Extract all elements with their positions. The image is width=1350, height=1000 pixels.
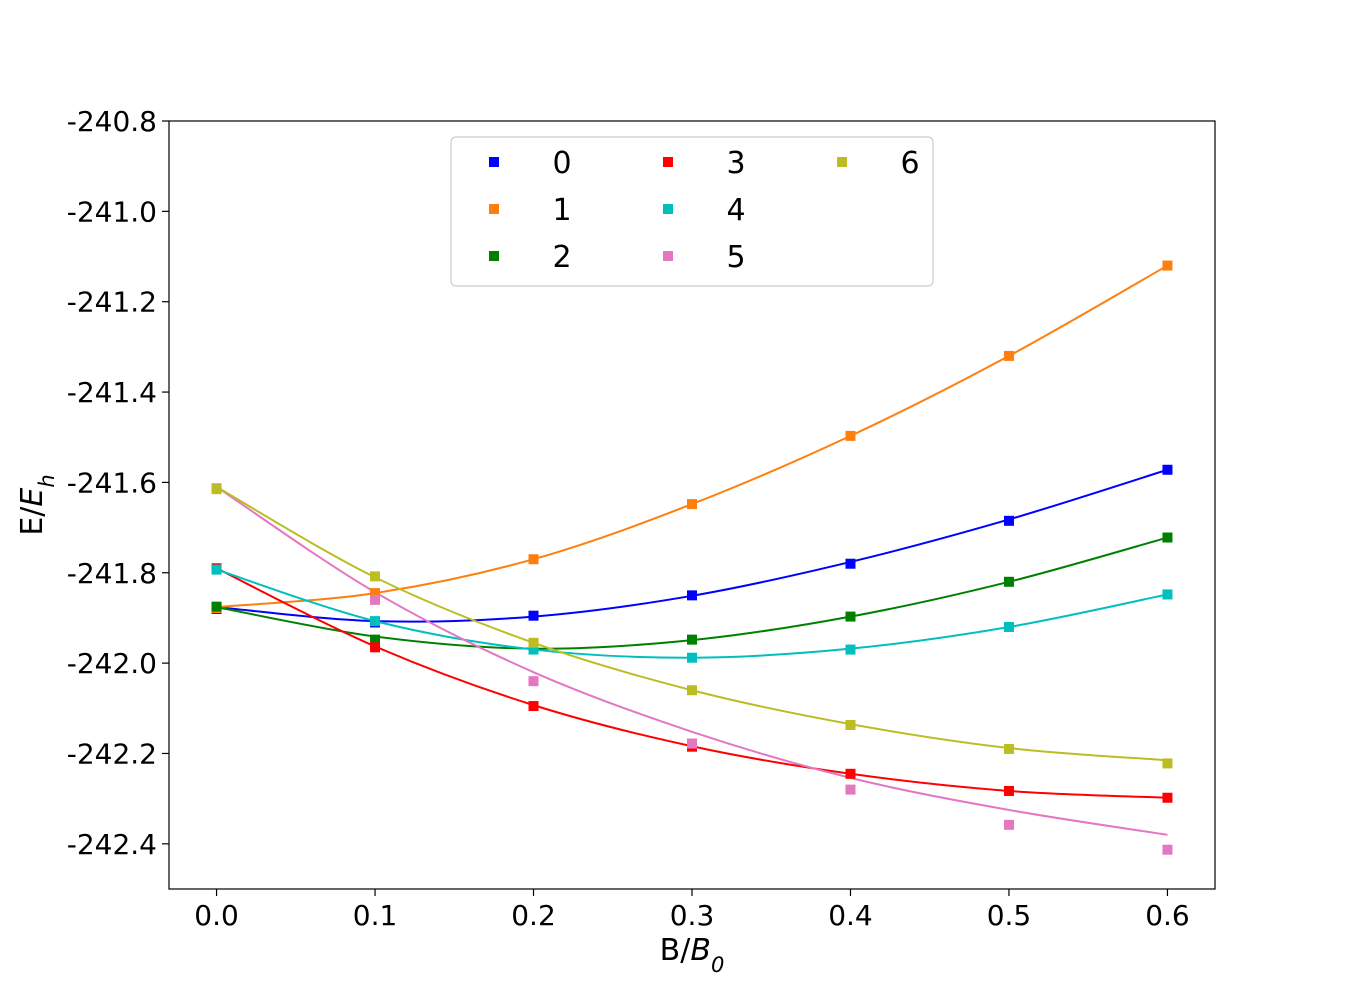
x-tick-label: 0.2: [511, 899, 556, 932]
y-tick-label: -240.8: [67, 105, 157, 138]
legend-marker-series-2: [489, 251, 499, 261]
legend-marker-series-4: [663, 204, 673, 214]
legend-label-series-3: 3: [726, 146, 745, 181]
marker-series-2: [1162, 532, 1173, 543]
marker-series-3: [845, 768, 856, 779]
fit-line-series-3: [216, 567, 1168, 799]
y-tick-label: -242.0: [67, 647, 157, 680]
legend-box: [450, 136, 934, 287]
y-tick-label: -241.6: [67, 466, 157, 499]
y-tick-label: -241.4: [67, 376, 157, 409]
marker-series-1: [1003, 350, 1014, 361]
marker-series-4: [1003, 621, 1014, 632]
marker-series-3: [528, 701, 539, 712]
marker-series-6: [211, 484, 222, 495]
x-tick-label: 0.4: [828, 899, 873, 932]
marker-series-5: [687, 738, 697, 749]
x-tick-label: 0.5: [987, 899, 1032, 932]
marker-series-1: [1162, 260, 1173, 271]
marker-series-2: [211, 601, 222, 612]
legend-marker-series-5: [663, 251, 673, 261]
legend-label-series-2: 2: [552, 240, 571, 275]
marker-series-4: [370, 616, 381, 627]
legend-marker-series-3: [663, 157, 673, 167]
marker-series-3: [1003, 785, 1014, 796]
legend-label-series-5: 5: [726, 240, 745, 275]
marker-series-3: [1162, 792, 1173, 803]
y-tick-label: -241.8: [67, 557, 157, 590]
marker-series-4: [1162, 589, 1173, 600]
y-tick-label: -241.2: [67, 286, 157, 319]
x-tick-label: 0.0: [194, 899, 239, 932]
data-markers: [211, 260, 1173, 855]
legend-label-series-1: 1: [552, 193, 571, 228]
y-tick-label: -242.2: [67, 737, 157, 770]
marker-series-6: [370, 571, 381, 582]
marker-series-6: [845, 720, 856, 731]
marker-series-0: [1162, 464, 1173, 475]
legend-marker-series-1: [489, 204, 499, 214]
y-tick-label: -241.0: [67, 195, 157, 228]
legend: 0 1 2 3 4 5 6: [450, 136, 934, 287]
x-tick-label: 0.3: [670, 899, 715, 932]
x-axis-label: B/B0: [660, 933, 725, 977]
marker-series-4: [687, 652, 697, 663]
x-axis-ticks: 0.0 0.1 0.2 0.3 0.4 0.5 0.6: [194, 889, 1190, 932]
marker-series-4: [211, 564, 222, 575]
y-axis-label: E/Eh: [15, 474, 59, 535]
legend-marker-series-0: [489, 157, 499, 167]
legend-marker-series-6: [837, 157, 847, 167]
legend-label-series-6: 6: [900, 146, 919, 181]
marker-series-6: [1003, 743, 1014, 754]
marker-series-2: [845, 611, 856, 622]
marker-series-0: [1003, 515, 1014, 526]
marker-series-5: [1003, 819, 1014, 830]
marker-series-6: [1162, 758, 1173, 769]
marker-series-1: [528, 554, 539, 565]
y-tick-label: -242.4: [67, 828, 157, 861]
marker-series-5: [528, 676, 539, 687]
marker-series-4: [528, 644, 539, 655]
marker-series-0: [687, 590, 697, 601]
x-tick-label: 0.6: [1145, 899, 1190, 932]
legend-label-series-4: 4: [726, 193, 745, 228]
legend-label-series-0: 0: [552, 146, 571, 181]
marker-series-1: [845, 430, 856, 441]
marker-series-2: [1003, 576, 1014, 587]
x-tick-label: 0.1: [353, 899, 398, 932]
marker-series-2: [370, 634, 381, 645]
marker-series-5: [1162, 844, 1173, 855]
marker-series-3: [370, 642, 381, 653]
marker-series-1: [370, 588, 381, 599]
marker-series-6: [687, 685, 697, 696]
marker-series-2: [687, 634, 697, 645]
marker-series-5: [370, 594, 381, 605]
marker-series-6: [528, 637, 539, 648]
marker-series-5: [845, 784, 856, 795]
marker-series-0: [845, 558, 856, 569]
marker-series-4: [845, 644, 856, 655]
marker-series-0: [528, 610, 539, 621]
y-axis-ticks: -240.8 -241.0 -241.2 -241.4 -241.6 -241.8 -242…: [67, 105, 169, 861]
fit-line-series-1: [216, 264, 1168, 609]
marker-series-1: [687, 499, 697, 510]
